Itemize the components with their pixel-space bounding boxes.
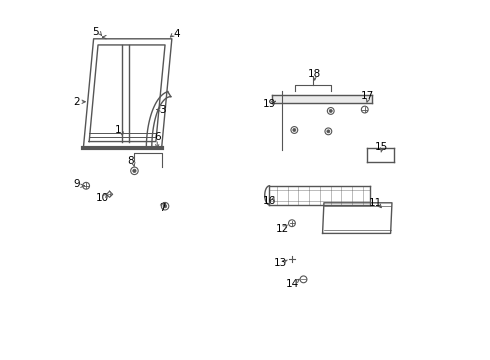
- Text: 15: 15: [375, 142, 389, 152]
- Text: 13: 13: [274, 258, 287, 268]
- Text: 8: 8: [127, 156, 134, 166]
- Circle shape: [329, 109, 332, 112]
- Text: 6: 6: [154, 132, 161, 142]
- Circle shape: [293, 129, 296, 131]
- Text: 19: 19: [263, 99, 276, 109]
- Text: 2: 2: [73, 97, 79, 107]
- Text: 1: 1: [115, 125, 122, 135]
- Text: 14: 14: [285, 279, 298, 289]
- Text: 4: 4: [173, 29, 180, 39]
- Text: 17: 17: [361, 91, 374, 101]
- Circle shape: [163, 204, 167, 208]
- Circle shape: [327, 130, 330, 133]
- Circle shape: [133, 169, 136, 172]
- Text: 5: 5: [92, 27, 98, 37]
- Text: 7: 7: [159, 203, 165, 213]
- Text: 16: 16: [263, 197, 276, 206]
- Text: 9: 9: [74, 179, 80, 189]
- Text: 12: 12: [276, 224, 289, 234]
- Text: 18: 18: [308, 68, 321, 78]
- Text: 10: 10: [96, 193, 109, 203]
- Text: 11: 11: [368, 198, 382, 208]
- Text: 3: 3: [159, 104, 166, 114]
